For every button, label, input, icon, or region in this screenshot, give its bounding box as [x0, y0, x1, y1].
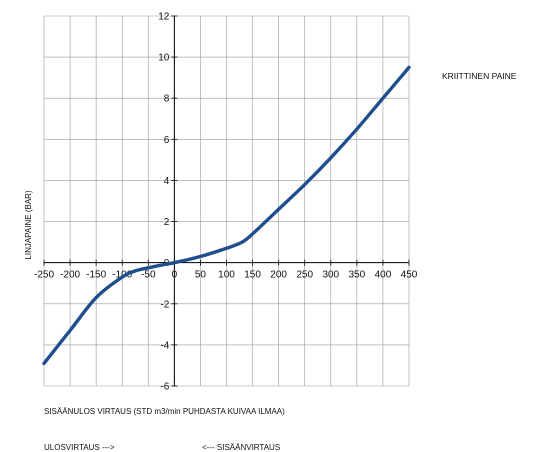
grid [43, 15, 410, 387]
y-tick-label: 12 [158, 12, 170, 23]
y-tick-label: -2 [160, 299, 169, 310]
x-tick-label: -150 [86, 270, 106, 281]
x-tick-label: 50 [195, 270, 207, 281]
series-layer [42, 65, 411, 366]
x-tick-label: 450 [401, 270, 418, 281]
x-tick-label: 350 [349, 270, 366, 281]
inflow-direction-label: <--- SISÄÄNVIRTAUS [202, 443, 280, 452]
x-tick-label: 250 [296, 270, 313, 281]
x-tick-label: -200 [60, 270, 80, 281]
axes [43, 15, 410, 387]
x-tick-label: 300 [322, 270, 339, 281]
x-tick-label: 100 [218, 270, 235, 281]
y-axis-title: LINJAPAINE (BAR) [24, 190, 33, 260]
legend-entry-kriittinen-paine: KRIITTINEN PAINE [442, 71, 517, 81]
x-tick-label: 400 [375, 270, 392, 281]
y-tick-label: 6 [164, 135, 170, 146]
y-tick-label: -6 [160, 382, 169, 393]
tick-labels: -250 -200 -150 -100 -50 0 50 100 150 200 250 300 350… [34, 12, 418, 393]
y-tick-label: 10 [158, 53, 170, 64]
x-tick-label: 0 [172, 270, 178, 281]
x-tick-label: 200 [270, 270, 287, 281]
series-line-kriittinen-paine [42, 65, 411, 366]
x-axis-title: SISÄÄNULOS VIRTAUS (STD m3/min PUHDASTA … [44, 407, 285, 416]
y-tick-label: 2 [164, 217, 170, 228]
x-tick-label: -50 [141, 270, 156, 281]
y-tick-label: 8 [164, 94, 170, 105]
outflow-direction-label: ULOSVIRTAUS ---> [44, 443, 115, 452]
y-tick-label: -4 [160, 340, 169, 351]
x-tick-label: 150 [244, 270, 261, 281]
x-tick-label: -250 [34, 270, 54, 281]
y-tick-label: 4 [164, 176, 170, 187]
